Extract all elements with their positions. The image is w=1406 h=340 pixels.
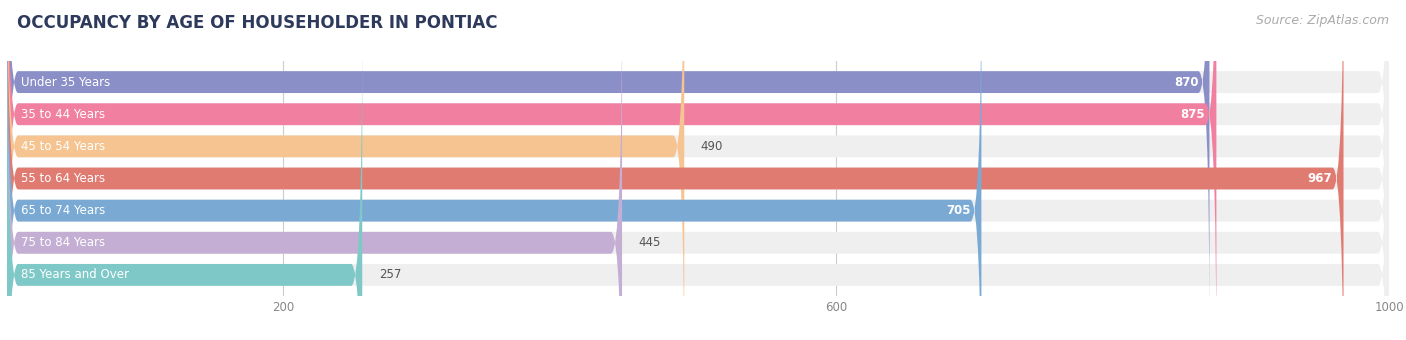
Text: Source: ZipAtlas.com: Source: ZipAtlas.com	[1256, 14, 1389, 27]
Text: 85 Years and Over: 85 Years and Over	[21, 268, 129, 282]
Text: 445: 445	[638, 236, 661, 249]
Text: 490: 490	[700, 140, 723, 153]
Text: 705: 705	[946, 204, 970, 217]
FancyBboxPatch shape	[7, 0, 981, 340]
FancyBboxPatch shape	[7, 0, 1209, 328]
Text: 870: 870	[1174, 75, 1198, 89]
Text: 967: 967	[1308, 172, 1333, 185]
Text: 65 to 74 Years: 65 to 74 Years	[21, 204, 105, 217]
FancyBboxPatch shape	[7, 0, 1389, 340]
FancyBboxPatch shape	[7, 0, 685, 340]
FancyBboxPatch shape	[7, 29, 363, 340]
Text: 257: 257	[378, 268, 401, 282]
Text: 55 to 64 Years: 55 to 64 Years	[21, 172, 105, 185]
FancyBboxPatch shape	[7, 0, 1344, 340]
Text: 75 to 84 Years: 75 to 84 Years	[21, 236, 105, 249]
FancyBboxPatch shape	[7, 0, 1216, 340]
FancyBboxPatch shape	[7, 0, 1389, 340]
FancyBboxPatch shape	[7, 0, 1389, 340]
FancyBboxPatch shape	[7, 0, 1389, 340]
Text: 35 to 44 Years: 35 to 44 Years	[21, 108, 105, 121]
Text: Under 35 Years: Under 35 Years	[21, 75, 110, 89]
Text: 45 to 54 Years: 45 to 54 Years	[21, 140, 105, 153]
FancyBboxPatch shape	[7, 0, 1389, 340]
FancyBboxPatch shape	[7, 0, 1389, 328]
FancyBboxPatch shape	[7, 29, 1389, 340]
Text: OCCUPANCY BY AGE OF HOUSEHOLDER IN PONTIAC: OCCUPANCY BY AGE OF HOUSEHOLDER IN PONTI…	[17, 14, 498, 32]
Text: 875: 875	[1181, 108, 1205, 121]
FancyBboxPatch shape	[7, 0, 621, 340]
